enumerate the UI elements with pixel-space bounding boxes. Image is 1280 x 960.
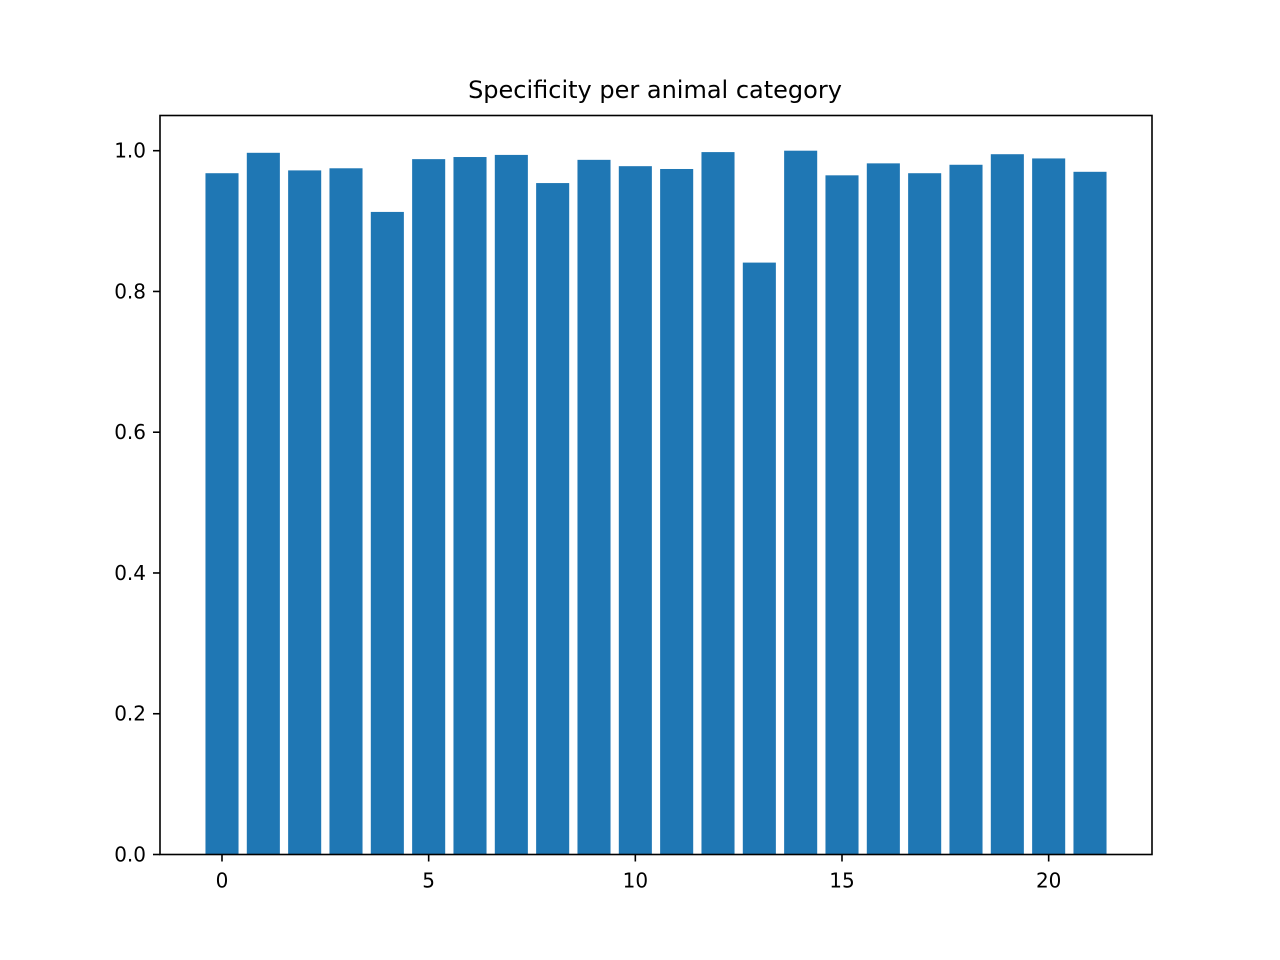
bar-19 xyxy=(990,154,1024,855)
bar-20 xyxy=(1032,158,1066,855)
x-tick-label: 10 xyxy=(623,869,648,893)
y-tick-label: 0.6 xyxy=(114,420,146,444)
bar-11 xyxy=(660,168,694,855)
y-tick-label: 0.2 xyxy=(114,702,146,726)
y-axis: 0.0 0.2 0.4 0.6 0.8 1.0 xyxy=(114,139,160,867)
bar-15 xyxy=(825,175,859,855)
plot-frame xyxy=(159,114,1153,856)
x-axis: 0 5 10 15 20 xyxy=(216,854,1061,893)
chart-title: Specificity per animal category xyxy=(468,76,842,104)
bar-12 xyxy=(701,152,735,855)
bar-9 xyxy=(577,159,611,855)
bar-8 xyxy=(536,183,570,855)
bar-6 xyxy=(453,157,487,855)
x-tick-label: 0 xyxy=(216,869,229,893)
bar-1 xyxy=(246,152,280,855)
bars-layer xyxy=(205,150,1107,855)
bar-4 xyxy=(370,211,404,855)
y-tick-label: 0.4 xyxy=(114,561,146,585)
bar-14 xyxy=(784,150,818,855)
bar-18 xyxy=(949,164,983,855)
bar-13 xyxy=(742,262,776,855)
bar-7 xyxy=(494,154,528,855)
bar-0 xyxy=(205,173,239,855)
y-tick-label: 0.0 xyxy=(114,843,146,867)
x-tick-label: 15 xyxy=(829,869,854,893)
bar-10 xyxy=(618,166,652,855)
bar-3 xyxy=(329,168,363,855)
bar-21 xyxy=(1073,171,1107,855)
bar-5 xyxy=(412,159,446,855)
bar-17 xyxy=(908,173,942,855)
bar-2 xyxy=(288,170,322,855)
x-tick-label: 20 xyxy=(1036,869,1061,893)
x-tick-label: 5 xyxy=(422,869,435,893)
y-tick-label: 1.0 xyxy=(114,139,146,163)
bar-16 xyxy=(866,163,900,855)
y-tick-label: 0.8 xyxy=(114,279,146,303)
